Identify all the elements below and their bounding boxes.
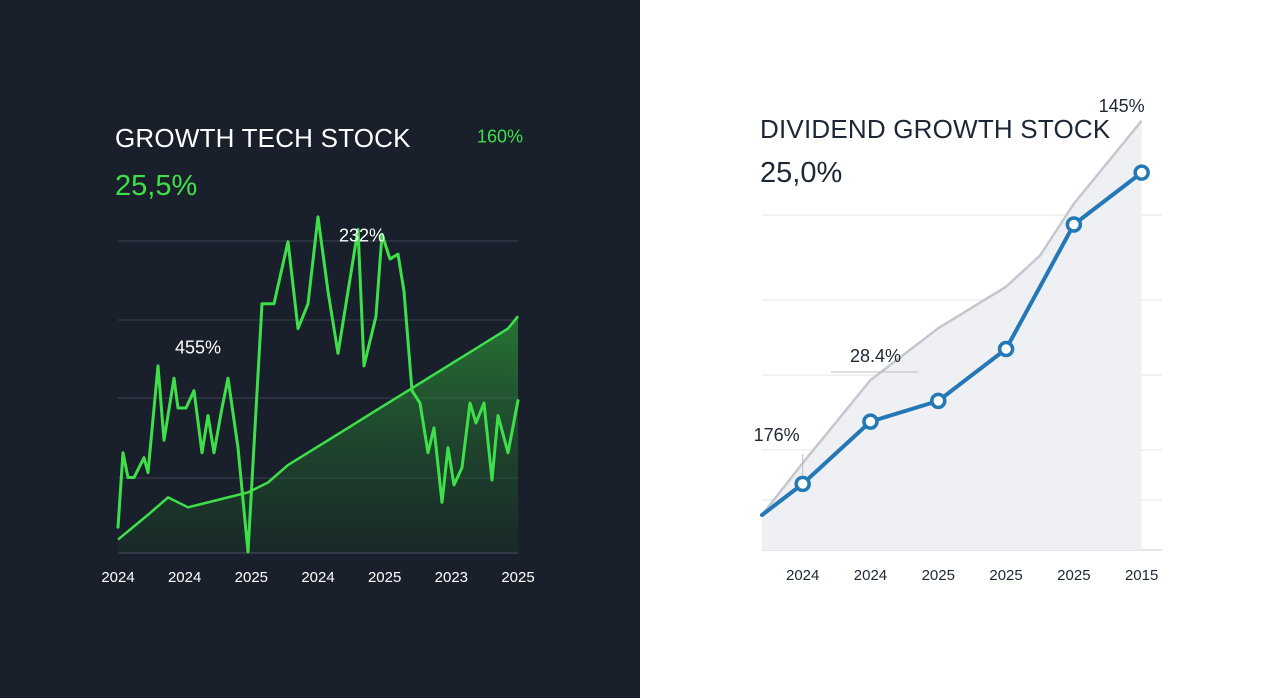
data-point (1065, 216, 1083, 233)
data-label: 455% (175, 337, 221, 357)
data-point (930, 392, 947, 410)
x-tick-label: 2025 (1057, 567, 1090, 584)
data-label: 232% (339, 226, 385, 246)
data-point (997, 340, 1015, 358)
benchmark-area (762, 120, 1142, 550)
x-tick-label: 2025 (235, 569, 268, 586)
chart-title: GROWTH TECH STOCK (115, 123, 411, 153)
benchmark-area (118, 316, 518, 552)
x-tick-label: 2024 (786, 567, 819, 584)
data-point (1133, 164, 1150, 181)
x-tick-label: 2024 (301, 569, 334, 586)
x-tick-label: 2023 (435, 569, 468, 586)
x-tick-label: 2024 (101, 569, 134, 586)
x-tick-label: 2025 (501, 569, 534, 586)
x-tick-label: 2024 (168, 569, 201, 586)
headline-value: 25,5% (115, 170, 198, 202)
data-label: 176% (754, 425, 800, 445)
benchmark-line (117, 315, 519, 541)
x-tick-label: 2025 (368, 569, 401, 586)
data-label: 145% (1099, 96, 1145, 116)
x-tick-label: 2015 (1125, 567, 1158, 584)
x-tick-label: 2025 (922, 567, 955, 584)
data-point (794, 475, 811, 493)
benchmark-line (761, 119, 1143, 516)
growth-tech-chart: 455% 232% 160% 2024 2024 2025 2024 2025 2023 2025 (101, 126, 534, 586)
dividend-growth-stock-panel: DIVIDEND GROWTH STOCK 25,0% 176% 28.4% 145… (640, 0, 1280, 698)
stock-line (116, 215, 520, 554)
x-tick-label: 2025 (989, 567, 1022, 584)
growth-tech-stock-panel: GROWTH TECH STOCK 25,5% 455% 232% 160% 2024… (0, 0, 640, 698)
headline-value: 25,0% (760, 157, 843, 189)
chart-title: DIVIDEND GROWTH STOCK (760, 114, 1111, 144)
data-point (862, 413, 879, 430)
x-tick-label: 2024 (854, 567, 887, 584)
data-label: 28.4% (850, 346, 901, 366)
data-label: 160% (477, 126, 523, 146)
dividend-growth-chart: 176% 28.4% 145% 2024 2024 2025 2025 2025 2015 (754, 96, 1162, 584)
